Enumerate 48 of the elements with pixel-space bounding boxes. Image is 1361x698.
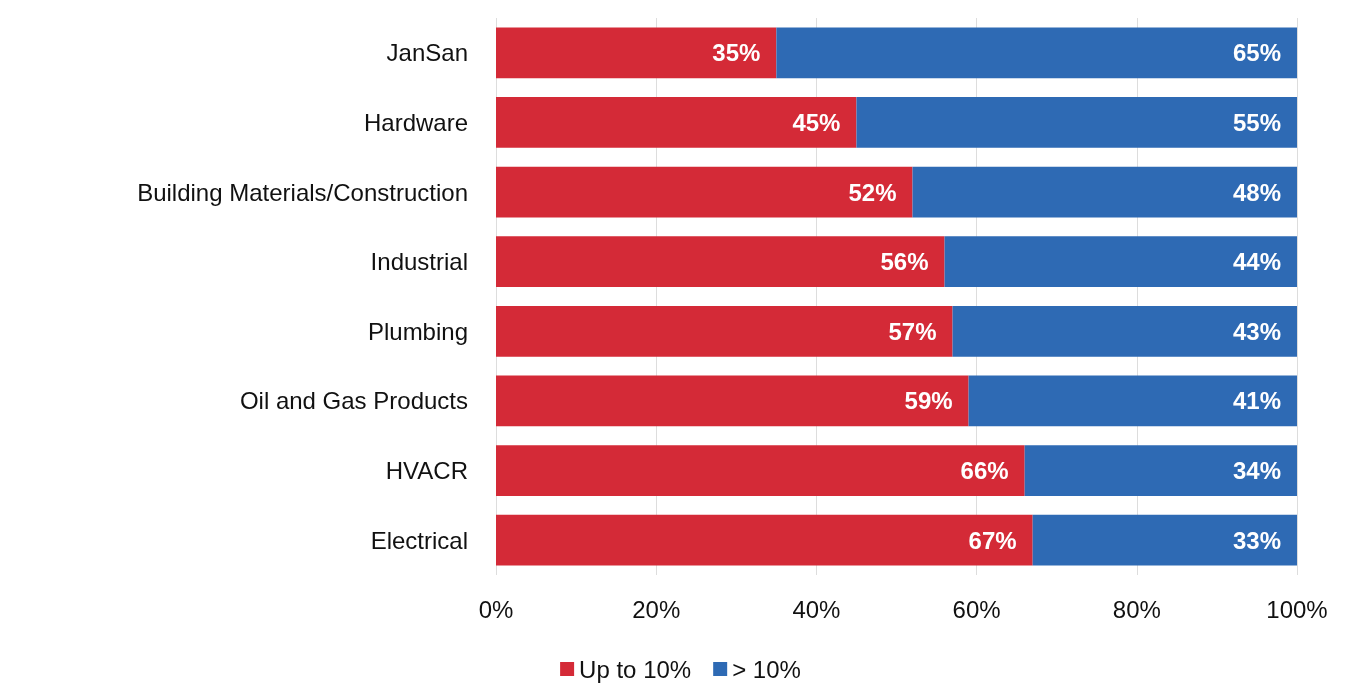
bar bbox=[496, 27, 777, 79]
x-tick-label: 80% bbox=[1112, 595, 1161, 623]
bar bbox=[944, 236, 1297, 288]
y-tick-label: Building Materials/Construction bbox=[137, 178, 468, 206]
x-tick-label: 20% bbox=[632, 595, 681, 623]
data-label: 52% bbox=[848, 178, 897, 206]
bar bbox=[496, 236, 945, 288]
data-label: 65% bbox=[1232, 39, 1281, 67]
y-tick-label: HVACR bbox=[385, 457, 468, 485]
data-label: 33% bbox=[1232, 526, 1281, 554]
y-tick-label: Hardware bbox=[363, 108, 468, 136]
data-label: 55% bbox=[1232, 108, 1281, 136]
data-label: 44% bbox=[1232, 248, 1281, 276]
data-label: 45% bbox=[792, 108, 841, 136]
bar bbox=[1024, 445, 1297, 496]
bar bbox=[496, 305, 953, 357]
legend-label: Up to 10% bbox=[579, 655, 692, 683]
data-label: 34% bbox=[1232, 457, 1281, 485]
x-tick-label: 0% bbox=[478, 595, 514, 623]
data-label: 67% bbox=[968, 526, 1017, 554]
data-label: 66% bbox=[960, 457, 1009, 485]
bar bbox=[496, 166, 913, 218]
y-tick-label: Electrical bbox=[370, 526, 468, 554]
x-tick-label: 60% bbox=[952, 595, 1001, 623]
data-label: 57% bbox=[888, 317, 937, 345]
bar bbox=[968, 375, 1297, 427]
bar bbox=[952, 305, 1297, 357]
bar bbox=[912, 166, 1297, 218]
y-tick-label: JanSan bbox=[386, 39, 468, 67]
x-tick-label: 40% bbox=[792, 595, 841, 623]
y-tick-label: Plumbing bbox=[367, 317, 468, 345]
y-tick-label: Oil and Gas Products bbox=[239, 387, 468, 415]
bar bbox=[1032, 514, 1297, 566]
data-label: 59% bbox=[904, 387, 953, 415]
bar bbox=[776, 27, 1297, 79]
y-tick-label: Industrial bbox=[370, 248, 468, 276]
data-label: 43% bbox=[1232, 317, 1281, 345]
data-label: 41% bbox=[1232, 387, 1281, 415]
bar bbox=[496, 445, 1025, 496]
legend-label: > 10% bbox=[732, 655, 801, 683]
bar bbox=[856, 97, 1297, 148]
bar bbox=[496, 97, 857, 148]
data-label: 48% bbox=[1232, 178, 1281, 206]
data-label: 35% bbox=[712, 39, 761, 67]
bar bbox=[496, 375, 969, 427]
x-tick-label: 100% bbox=[1266, 595, 1328, 623]
data-label: 56% bbox=[880, 248, 929, 276]
bar bbox=[496, 514, 1033, 566]
